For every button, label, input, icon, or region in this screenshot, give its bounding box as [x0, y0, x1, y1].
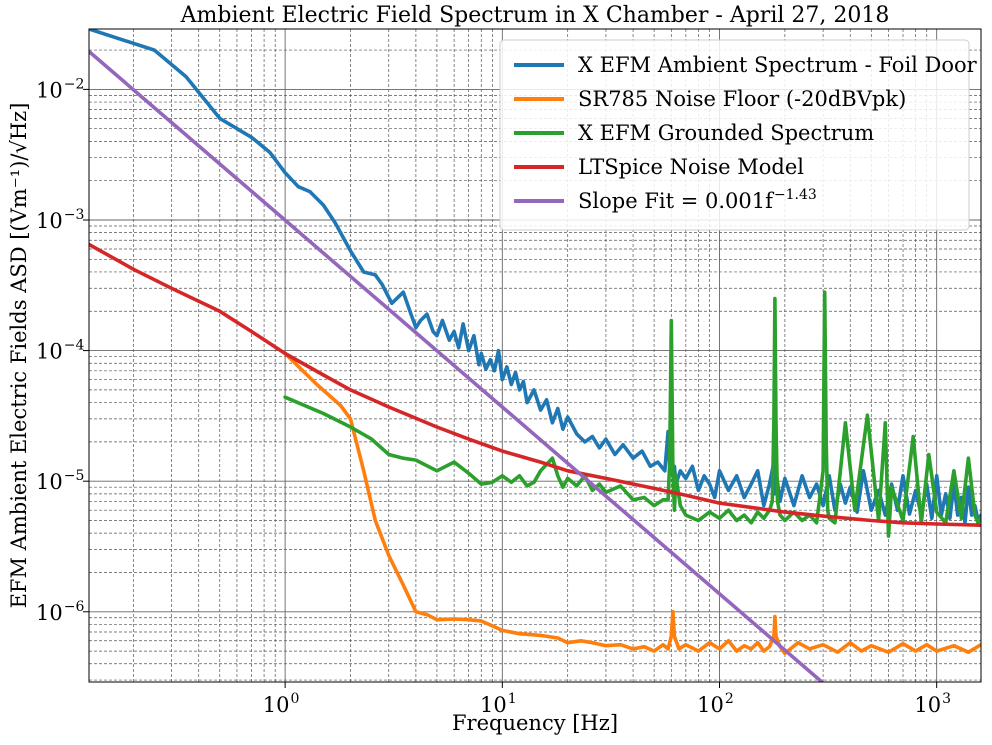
x-tick-label: 100 [263, 691, 300, 717]
legend-label: LTSpice Noise Model [578, 155, 804, 179]
plot-area [89, 29, 981, 682]
x-tick-label: 102 [697, 691, 734, 717]
series-line-5 [89, 49, 825, 682]
y-tick-label: 10−3 [36, 207, 84, 233]
series-line-4 [89, 242, 981, 528]
legend-box [499, 39, 970, 231]
y-tick-label: 10−5 [36, 468, 84, 494]
chart-title: Ambient Electric Field Spectrum in X Cha… [180, 3, 890, 28]
legend-label: X EFM Grounded Spectrum [578, 121, 874, 145]
plot-frame [88, 28, 982, 683]
series-line-2 [283, 351, 981, 656]
y-axis-label: EFM Ambient Electric Fields ASD [(Vm⁻¹)/… [7, 103, 31, 609]
y-tick-label: 10−6 [36, 599, 84, 625]
legend-label: X EFM Ambient Spectrum - Foil Door [578, 53, 978, 77]
legend-label: SR785 Noise Floor (-20dBVpk) [578, 87, 906, 111]
y-axis: 10−6 10−5 10−4 10−3 10−2 [36, 76, 89, 625]
y-tick-label: 10−4 [36, 338, 84, 364]
y-tick-label: 10−2 [36, 76, 84, 102]
series-line-3 [283, 290, 981, 538]
x-axis-label: Frequency [Hz] [452, 711, 618, 735]
legend: X EFM Ambient Spectrum - Foil Door SR785 … [499, 39, 978, 231]
x-tick-label: 103 [914, 691, 951, 717]
